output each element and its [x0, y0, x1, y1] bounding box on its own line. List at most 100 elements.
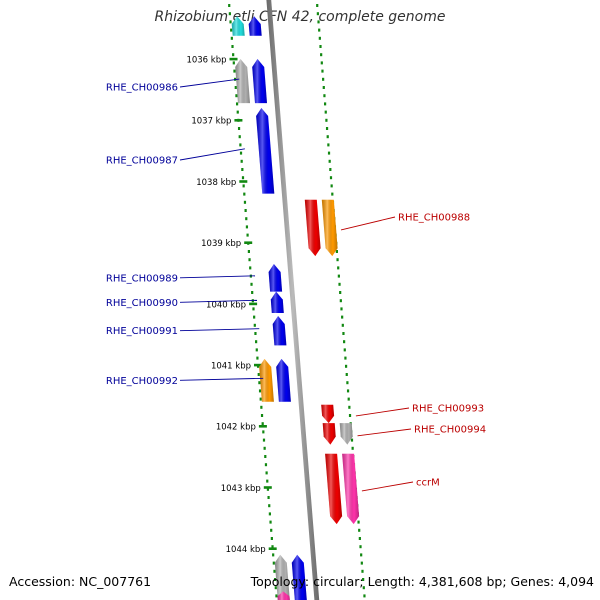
outer-ring-dot — [319, 45, 322, 48]
scale-tick-label: 1037 kbp — [191, 117, 231, 127]
inner-ring-dot — [236, 110, 239, 114]
gene-label: RHE_CH00989 — [106, 273, 178, 284]
accession-text: Accession: NC_007761 — [9, 574, 152, 589]
gene-label: RHE_CH00994 — [414, 425, 486, 436]
outer-ring-dot — [345, 373, 348, 376]
inner-ring-dot — [268, 512, 271, 516]
outer-ring-dot — [327, 143, 330, 147]
gene-label: RHE_CH00990 — [106, 298, 178, 309]
outer-ring-dot — [326, 135, 329, 139]
scale-ticks: 1036 kbp 1037 kbp 1038 kbp 1039 kbp 1040 kbp… — [186, 56, 277, 555]
inner-ring-dot — [260, 414, 264, 417]
inner-ring-dot — [261, 422, 264, 426]
outer-ring-dot — [339, 299, 342, 303]
scale-tick-label: 1039 kbp — [201, 239, 241, 249]
label-leader-line — [361, 481, 414, 492]
outer-ring-dot — [325, 127, 329, 130]
gene-arrow-shading — [256, 108, 275, 194]
outer-ring-dot — [320, 53, 323, 57]
gene-arrow-shading — [291, 554, 307, 600]
outer-ring-dot — [362, 586, 365, 590]
genome-backbone — [266, 0, 320, 600]
inner-ring-dot — [252, 307, 255, 311]
outer-ring-dot — [363, 594, 366, 598]
inner-ring-dot — [266, 487, 270, 491]
inner-ring-dot — [239, 143, 242, 147]
label-leader-line — [179, 148, 245, 161]
inner-ring-dot — [241, 168, 244, 171]
gene-arrow-shading — [322, 423, 336, 445]
outer-ring-dot — [339, 291, 342, 294]
gene-arrow-shading — [274, 554, 290, 600]
outer-ring-dot — [318, 28, 321, 32]
inner-ring-dot — [235, 102, 239, 106]
scale-tick — [263, 486, 272, 489]
inner-ring-dot — [253, 323, 256, 327]
inner-ring-dot — [248, 258, 251, 262]
label-leader-line — [179, 377, 264, 381]
outer-ring-dot — [341, 315, 344, 319]
outer-ring-dot — [321, 69, 324, 73]
inner-ring-dot — [244, 209, 247, 212]
inner-ring-dot — [258, 381, 261, 385]
outer-ring-dot — [335, 250, 338, 253]
outer-ring-dot — [360, 561, 363, 565]
scale-tick-label: 1036 kbp — [186, 56, 226, 66]
outer-ring-dot — [329, 176, 333, 180]
inner-ring-dot — [230, 28, 233, 32]
scale-tick — [254, 363, 262, 367]
outer-ring-dot — [317, 20, 320, 24]
label-leader-line — [179, 328, 260, 332]
inner-ring-dot — [230, 36, 233, 40]
gene-label: RHE_CH00987 — [106, 156, 178, 167]
gene-labels: RHE_CH00986 RHE_CH00987 RHE_CH00988 RHE_CH0… — [106, 78, 486, 492]
gene-arrow-shading — [248, 16, 262, 36]
gene-label: RHE_CH00993 — [412, 404, 484, 415]
scale-tick — [268, 547, 277, 550]
label-leader-line — [357, 428, 412, 437]
outer-ring-dot — [351, 446, 354, 450]
inner-ring-dot — [256, 356, 259, 360]
outer-ring-dot — [357, 520, 360, 524]
gene-arrow-shading — [339, 423, 353, 445]
label-leader-line — [179, 78, 240, 88]
outer-ring-dot — [342, 332, 345, 335]
scale-tick-label: 1041 kbp — [211, 362, 251, 372]
inner-ring-dot — [234, 86, 237, 89]
gene-arrow-shading — [277, 591, 290, 600]
inner-ring-dot — [228, 12, 231, 16]
inner-ring-dot — [264, 463, 268, 467]
gene-label: RHE_CH00986 — [106, 83, 178, 94]
inner-ring-dot — [246, 233, 249, 237]
inner-ring-dot — [250, 282, 253, 286]
inner-ring-dot — [274, 578, 277, 581]
outer-ring-dot — [341, 323, 344, 327]
outer-ring-dot — [322, 77, 325, 81]
inner-ring-dot — [265, 471, 268, 475]
outer-ring-dot — [340, 307, 343, 311]
gene-arrow-shading — [231, 16, 245, 36]
scale-tick — [234, 119, 243, 122]
inner-ring-dot — [272, 553, 275, 557]
outer-ring-dot — [338, 282, 341, 286]
outer-ring-dot — [348, 405, 351, 409]
scale-tick — [239, 180, 248, 183]
inner-ring-dot — [243, 200, 247, 204]
inner-ring-dot — [233, 69, 236, 73]
inner-ring-dot — [232, 53, 235, 57]
outer-ring-dot — [330, 184, 333, 188]
outer-ring-dot — [320, 61, 323, 65]
inner-ring-dot — [237, 127, 241, 130]
outer-ring-dot — [359, 545, 362, 549]
map-title: Rhizobium etli CFN 42, complete genome — [154, 9, 446, 25]
gene-label: RHE_CH00988 — [398, 213, 470, 224]
inner-ring-dot — [268, 504, 271, 508]
gene-arrow-shading — [321, 404, 335, 424]
inner-ring-dot — [251, 291, 254, 294]
inner-ring-dot — [245, 225, 249, 229]
topology-text: Topology: circular; Length: 4,381,608 bp… — [250, 574, 594, 589]
gene-label: ccrM — [416, 478, 440, 489]
inner-ring-dot — [245, 217, 248, 221]
inner-ring-dot — [275, 594, 278, 598]
